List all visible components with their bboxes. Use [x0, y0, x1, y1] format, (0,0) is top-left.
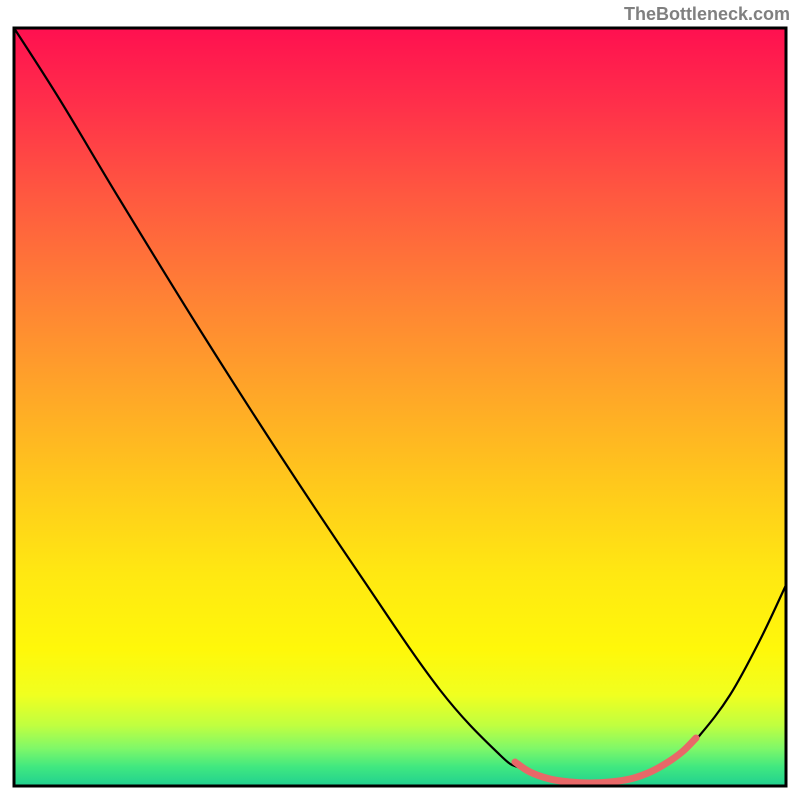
- watermark-text: TheBottleneck.com: [624, 4, 790, 25]
- chart-background: [14, 28, 786, 786]
- bottleneck-chart: [0, 0, 800, 800]
